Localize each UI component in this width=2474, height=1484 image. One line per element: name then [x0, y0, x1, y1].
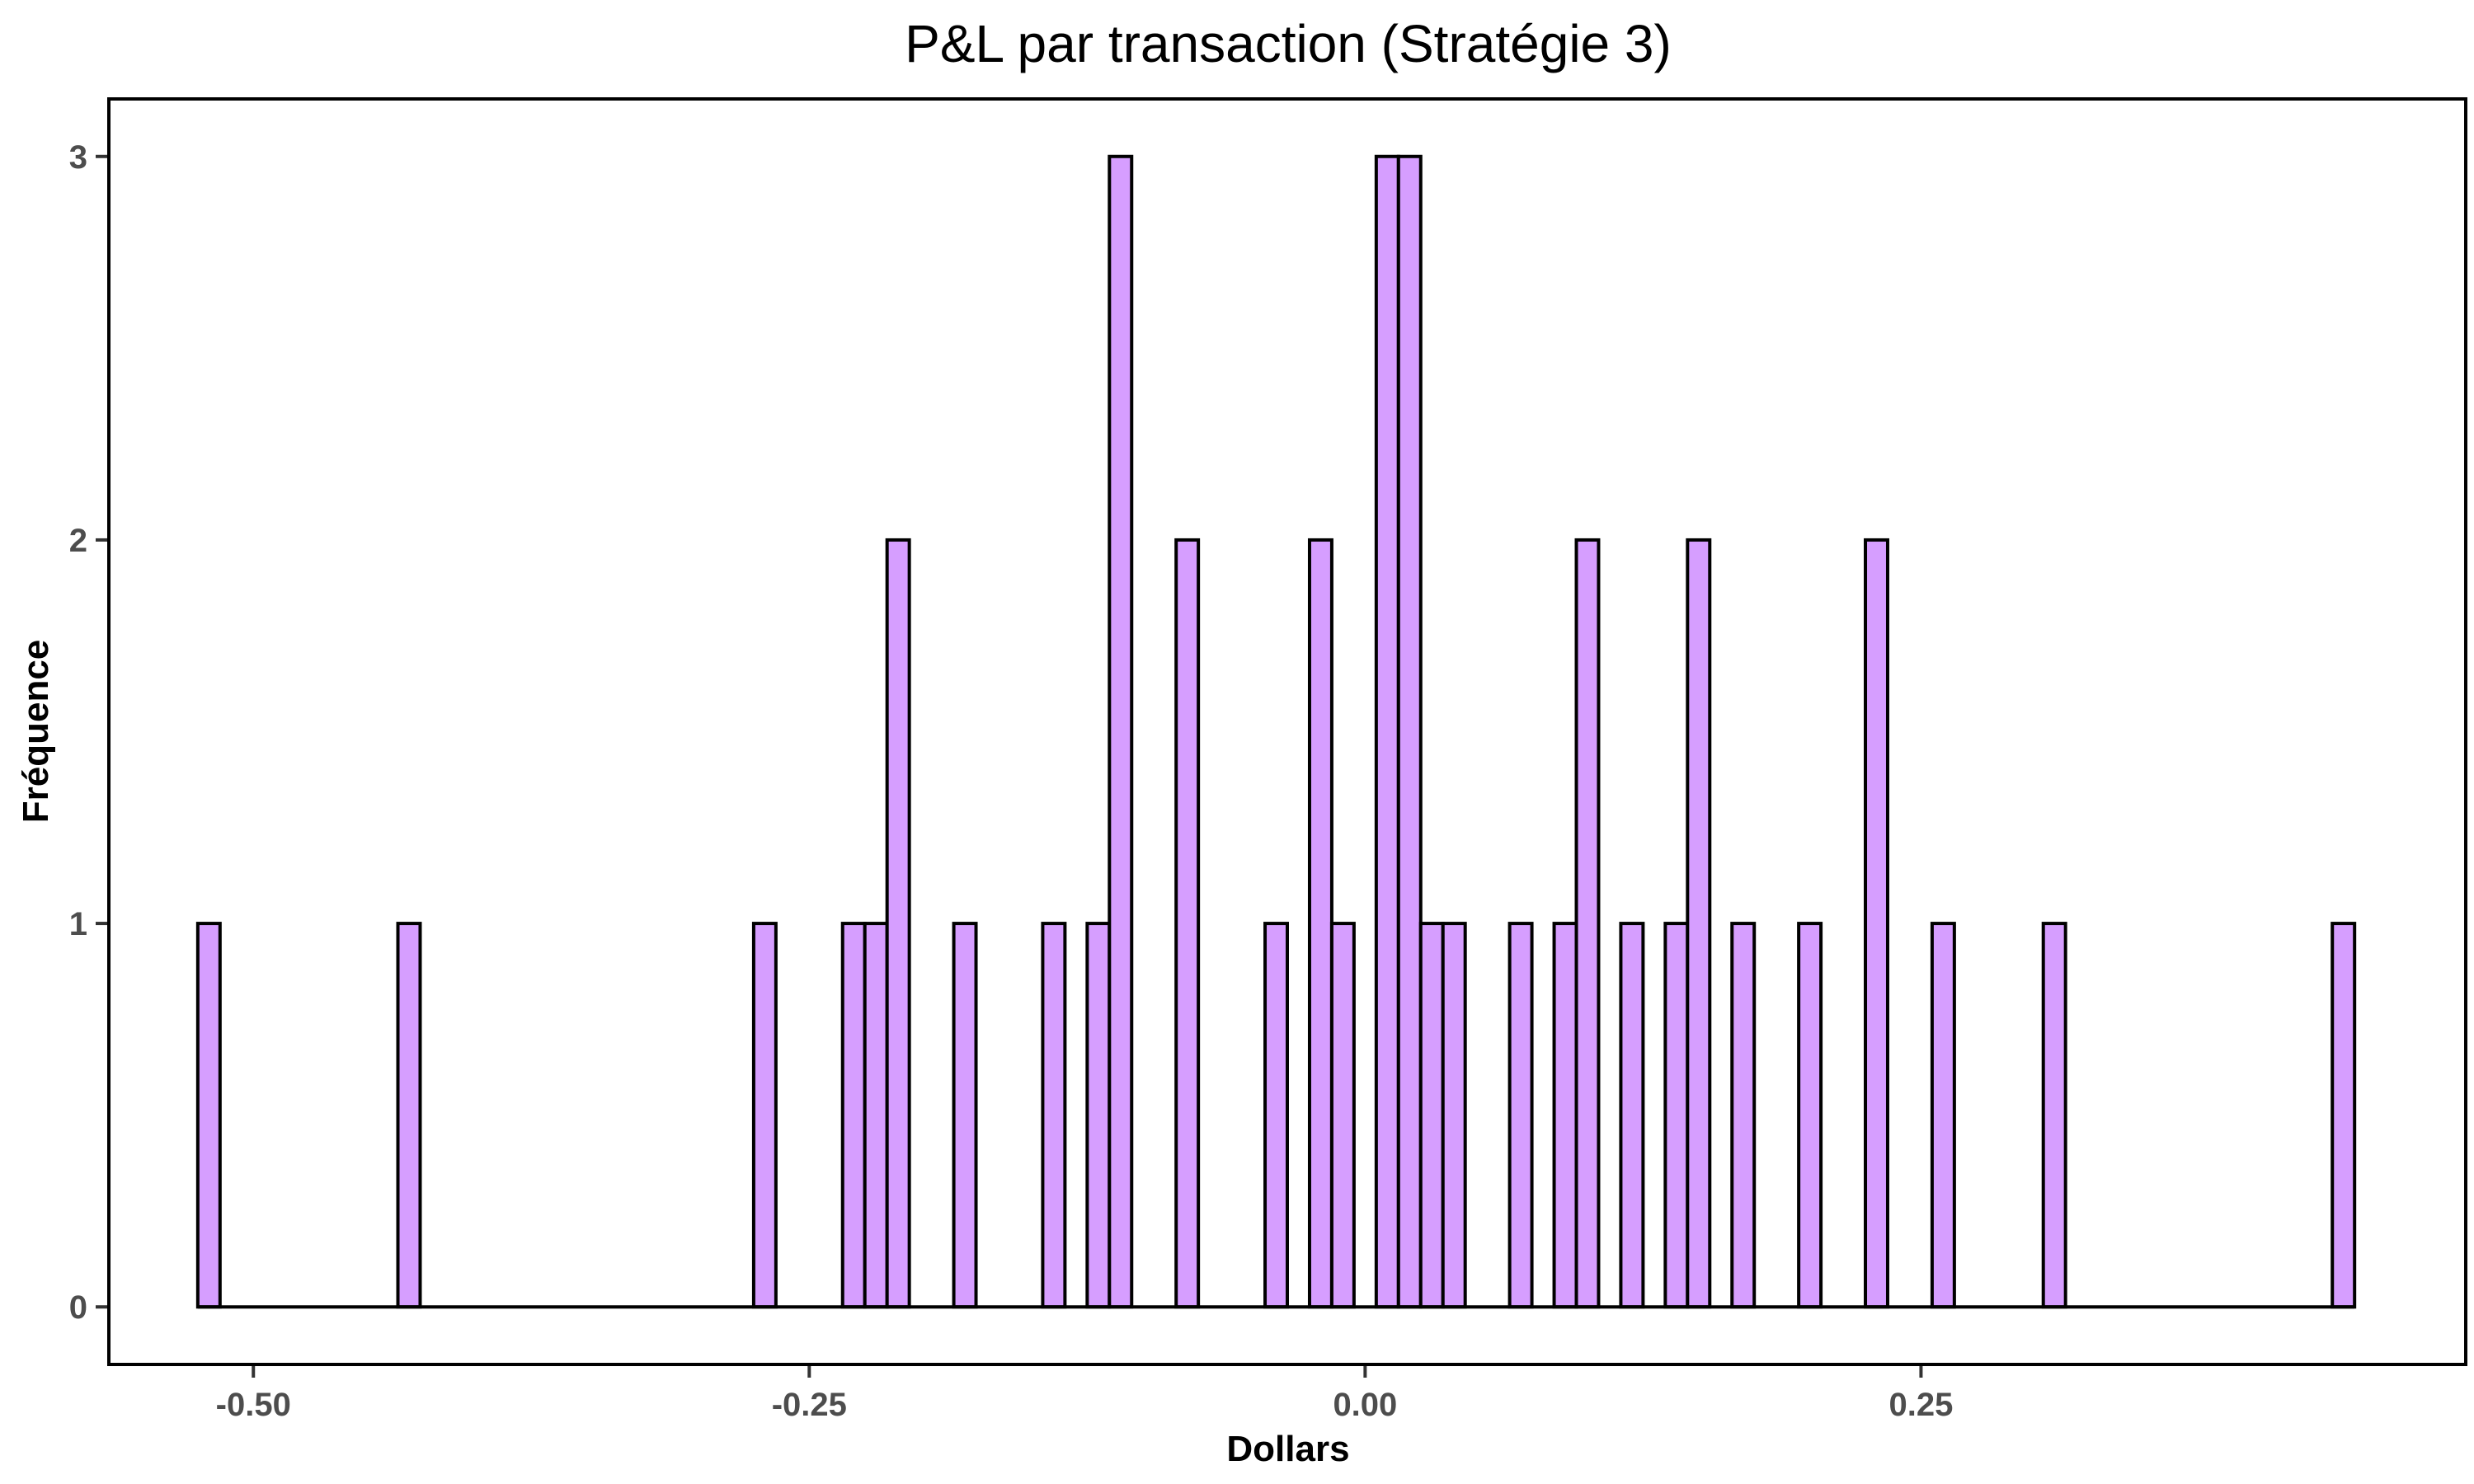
bars-layer: [195, 154, 2357, 1309]
histogram-bar: [2041, 922, 2067, 1309]
histogram-bar: [1329, 922, 1356, 1309]
x-tick-label: 0.25: [1888, 1387, 1953, 1423]
histogram-bar: [1864, 538, 1889, 1309]
histogram-bar: [1307, 538, 1333, 1309]
histogram-bar: [1108, 154, 1134, 1309]
histogram-bar: [1619, 922, 1645, 1309]
y-tick-label: 0: [69, 1289, 87, 1326]
x-tick-label: 0.00: [1333, 1387, 1397, 1423]
histogram-bar: [1041, 922, 1067, 1309]
histogram-bar: [1174, 538, 1201, 1309]
histogram-bar: [885, 538, 911, 1309]
histogram-bar: [952, 922, 978, 1309]
histogram-bar: [1263, 922, 1290, 1309]
ticks-layer: -0.50 -0.25 0.00 0.25 0 1 2 3: [69, 139, 1954, 1423]
x-tick-label: -0.25: [772, 1387, 847, 1423]
y-tick-label: 1: [69, 906, 87, 942]
y-axis-label: Fréquence: [16, 640, 56, 824]
histogram-bar: [1441, 922, 1467, 1309]
histogram-bar: [195, 922, 222, 1309]
histogram-bar: [1418, 922, 1445, 1309]
y-tick-label: 3: [69, 139, 87, 176]
histogram-bar: [396, 922, 422, 1309]
histogram-bar: [1507, 922, 1534, 1309]
histogram-bar: [1797, 922, 1823, 1309]
plot-frame: [107, 97, 2467, 1366]
histogram-bar: [1552, 922, 1578, 1309]
histogram-bar: [1396, 154, 1423, 1309]
histogram-bar: [1930, 922, 1956, 1309]
histogram-bar: [1730, 922, 1757, 1309]
histogram-bar: [1663, 922, 1690, 1309]
histogram-bar: [2331, 922, 2357, 1309]
histogram-bar: [1686, 538, 1712, 1309]
histogram-bar: [1574, 538, 1601, 1309]
histogram-bar: [751, 922, 778, 1309]
x-axis-label: Dollars: [1226, 1429, 1349, 1469]
histogram-bar: [1085, 922, 1112, 1309]
histogram-bar: [863, 922, 889, 1309]
x-tick-label: -0.50: [216, 1387, 291, 1423]
histogram-bar: [840, 922, 867, 1309]
y-tick-label: 2: [69, 523, 87, 559]
histogram-bar: [1374, 154, 1400, 1309]
chart-title: P&L par transaction (Stratégie 3): [905, 14, 1672, 73]
